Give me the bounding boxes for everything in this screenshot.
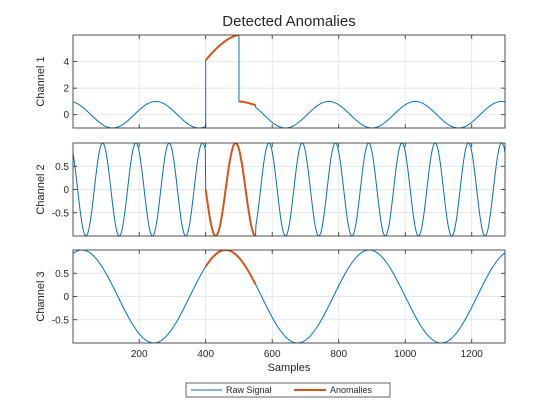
y-axis-label: Channel 3 (35, 271, 47, 321)
y-tick-label: 4 (63, 57, 69, 68)
y-tick-label: 0 (63, 185, 69, 196)
x-tick-label: 400 (197, 349, 214, 360)
anomaly-line (204, 250, 257, 285)
y-axis-label: Channel 1 (35, 56, 47, 106)
panel-channel-1: 0 2 4 Channel 1 (35, 34, 506, 129)
axes-box (72, 34, 506, 129)
legend: Raw Signal Anomalies (185, 382, 391, 398)
anomaly-line (204, 35, 240, 61)
y-tick-label: -0.5 (52, 208, 70, 219)
panel-channel-2: -0.5 0 0.5 Channel 2 (35, 142, 506, 237)
y-tick-label: 0.5 (55, 269, 69, 280)
y-tick-label: 0 (63, 110, 69, 121)
x-tick-label: 1000 (394, 349, 417, 360)
x-tick-label: 600 (264, 349, 281, 360)
y-tick-label: -0.5 (52, 315, 70, 326)
legend-label-anomalies: Anomalies (330, 385, 373, 395)
legend-box (185, 382, 391, 398)
y-tick-label: 2 (63, 84, 69, 95)
y-tick-label: 0 (63, 292, 69, 303)
x-tick-label: 200 (131, 349, 148, 360)
y-tick-label: 0.5 (55, 162, 69, 173)
panel-channel-3: -0.5 0 0.5 Channel 3 (35, 249, 506, 344)
chart-title: Detected Anomalies (222, 13, 355, 30)
anomaly-line (238, 100, 256, 107)
panels: 0 2 4 Channel 1 -0.5 0 0.5 Channel 2 -0.5 0 0.5 Cha… (35, 34, 506, 360)
x-tick-label: 1200 (461, 349, 484, 360)
y-axis-label: Channel 2 (35, 164, 47, 214)
anomaly-line (204, 143, 256, 236)
raw-signal-line (73, 143, 505, 236)
raw-signal-line (73, 250, 505, 343)
plot-area (73, 35, 505, 128)
legend-label-raw-signal: Raw Signal (226, 385, 272, 395)
x-tick-label: 800 (330, 349, 347, 360)
x-axis-label: Samples (268, 362, 311, 374)
